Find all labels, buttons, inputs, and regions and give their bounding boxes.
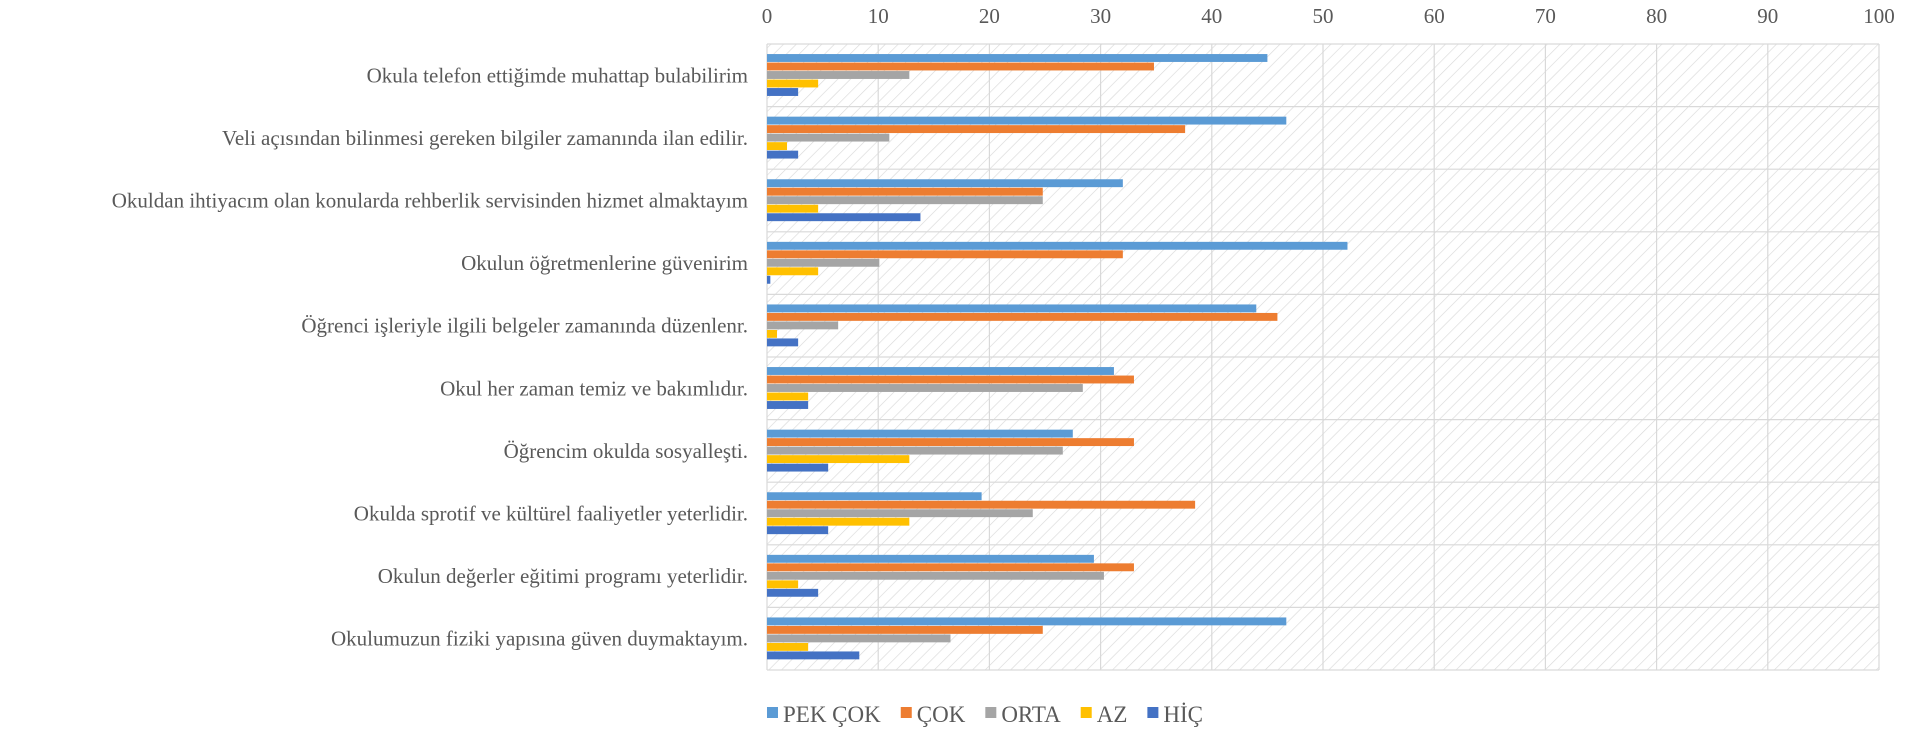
bar <box>767 258 880 267</box>
legend-label: HİÇ <box>1163 702 1203 727</box>
bar <box>767 401 809 409</box>
x-tick-label: 80 <box>1646 4 1667 28</box>
x-tick-label: 30 <box>1090 4 1111 28</box>
category-label: Okul her zaman temiz ve bakımlıdır. <box>440 376 748 400</box>
bar <box>767 150 799 159</box>
bar <box>767 125 1186 134</box>
x-tick-label: 90 <box>1757 4 1778 28</box>
legend-swatch <box>985 707 997 718</box>
bar <box>767 634 951 643</box>
bar <box>767 321 839 330</box>
bar <box>767 617 1287 626</box>
category-label: Okuldan ihtiyacım olan konularda rehberl… <box>112 189 748 213</box>
category-label: Okulda sprotif ve kültürel faaliyetler y… <box>354 502 748 526</box>
bar <box>767 367 1114 375</box>
bar <box>767 71 910 79</box>
bar <box>767 133 890 142</box>
bar <box>767 455 910 464</box>
bar <box>767 517 910 526</box>
bar <box>767 375 1134 384</box>
category-label: Okulun öğretmenlerine güvenirim <box>461 251 748 275</box>
legend: PEK ÇOK ÇOK ORTA AZ HİÇ <box>766 702 1203 727</box>
legend-swatch <box>1080 707 1092 718</box>
legend-label: PEK ÇOK <box>783 702 881 727</box>
legend-label: AZ <box>1097 702 1128 727</box>
bar <box>767 267 819 276</box>
category-label: Okulumuzun fiziki yapısına güven duymakt… <box>331 627 748 651</box>
bar <box>767 625 1043 634</box>
bar <box>767 429 1073 438</box>
bar <box>767 142 788 151</box>
bar <box>767 312 1278 321</box>
category-label: Öğrencim okulda sosyalleşti. <box>504 439 748 463</box>
bar <box>767 196 1043 205</box>
bar <box>767 446 1063 455</box>
bar <box>767 571 1104 580</box>
x-tick-label: 10 <box>868 4 889 28</box>
bar <box>767 338 799 347</box>
bar <box>767 526 829 535</box>
category-label: Veli açısından bilinmesi gereken bilgile… <box>222 126 748 150</box>
category-labels: Okula telefon ettiğimde muhattap bulabil… <box>112 63 748 650</box>
bar <box>767 651 860 660</box>
x-tick-label: 60 <box>1424 4 1445 28</box>
x-tick-label: 70 <box>1535 4 1556 28</box>
bar <box>767 88 799 96</box>
bar <box>767 275 771 284</box>
category-label: Okula telefon ettiğimde muhattap bulabil… <box>367 63 748 87</box>
bar <box>767 554 1094 563</box>
bar <box>767 213 921 222</box>
bar <box>767 62 1154 71</box>
bar <box>767 509 1033 518</box>
bar <box>767 187 1043 196</box>
x-tick-label: 40 <box>1201 4 1222 28</box>
bar <box>767 580 799 589</box>
bar <box>767 492 982 501</box>
bar <box>767 250 1123 259</box>
bar <box>767 79 819 88</box>
legend-swatch <box>1147 707 1159 718</box>
bar <box>767 204 819 213</box>
bar <box>767 392 809 401</box>
x-tick-label: 50 <box>1313 4 1334 28</box>
x-tick-label: 100 <box>1863 4 1895 28</box>
bar <box>767 304 1257 313</box>
legend-swatch <box>766 707 778 718</box>
bar <box>767 241 1348 250</box>
bar <box>767 116 1287 125</box>
bar <box>767 642 809 651</box>
bar <box>767 329 778 338</box>
bar <box>767 463 829 472</box>
bar <box>767 563 1134 572</box>
legend-swatch <box>900 707 912 718</box>
category-label: Öğrenci işleriyle ilgili belgeler zamanı… <box>301 314 748 338</box>
bar <box>767 384 1083 392</box>
bar <box>767 588 819 597</box>
legend-label: ÇOK <box>917 702 966 727</box>
x-tick-label: 20 <box>979 4 1000 28</box>
bar <box>767 438 1134 447</box>
bars <box>767 54 1348 660</box>
bar <box>767 500 1196 509</box>
bar <box>767 179 1123 188</box>
category-label: Okulun değerler eğitimi programı yeterli… <box>378 564 748 588</box>
legend-label: ORTA <box>1001 702 1061 727</box>
x-axis-ticks: 0 10 20 30 40 50 60 70 80 90 100 <box>762 4 1895 28</box>
bar <box>767 54 1268 62</box>
gridlines <box>766 43 1880 671</box>
x-tick-label: 0 <box>762 4 773 28</box>
